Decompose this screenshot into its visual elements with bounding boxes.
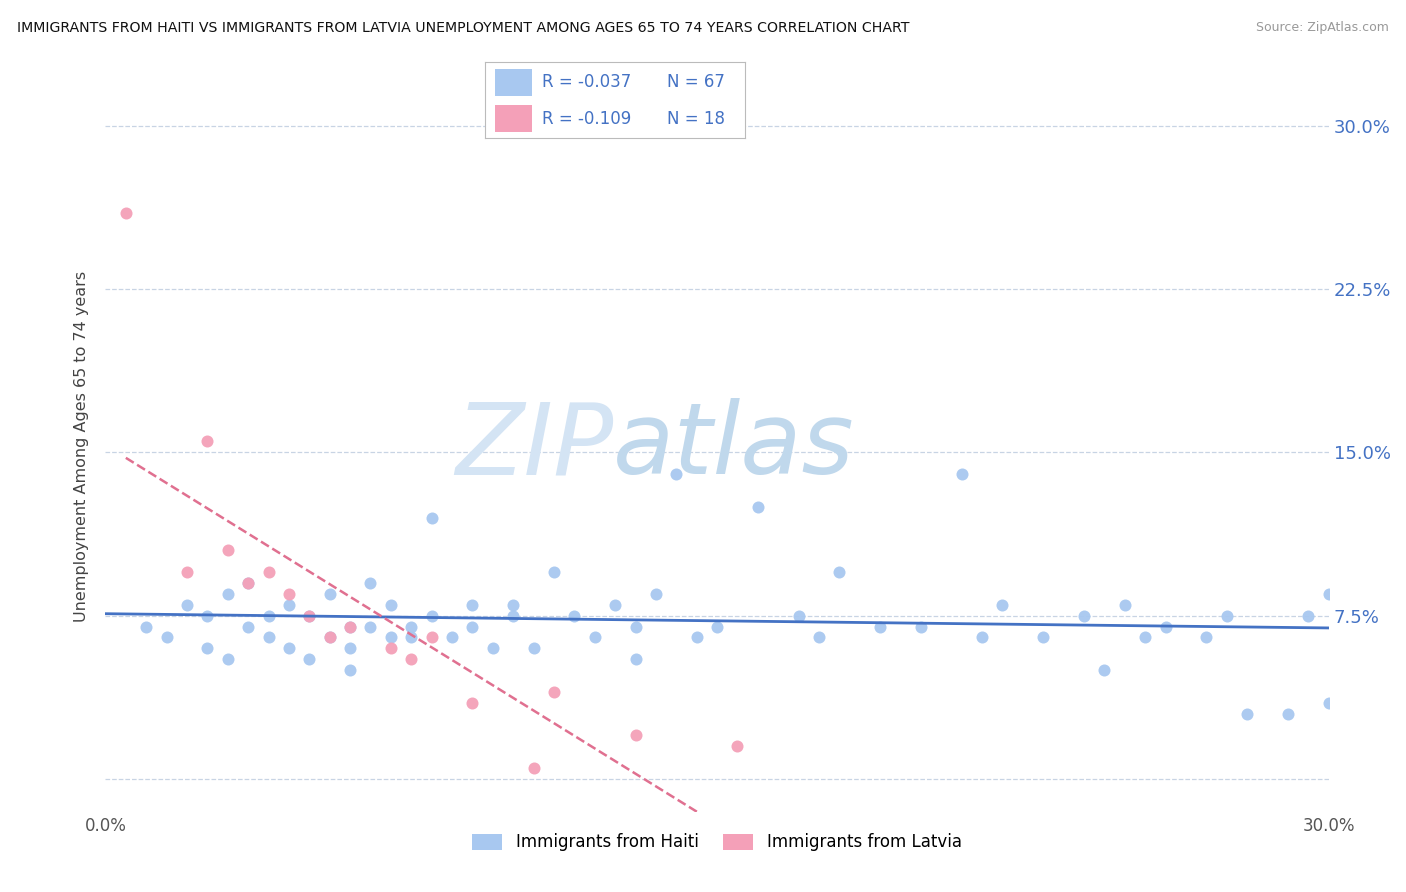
Point	[624, 652, 647, 666]
Point	[543, 565, 565, 579]
Point	[807, 631, 830, 645]
Point	[380, 598, 402, 612]
Point	[278, 641, 301, 656]
Point	[481, 641, 503, 656]
Point	[298, 652, 321, 666]
Point	[1114, 598, 1136, 612]
Point	[1032, 631, 1054, 645]
Point	[339, 641, 361, 656]
Text: IMMIGRANTS FROM HAITI VS IMMIGRANTS FROM LATVIA UNEMPLOYMENT AMONG AGES 65 TO 74: IMMIGRANTS FROM HAITI VS IMMIGRANTS FROM…	[17, 21, 910, 35]
Point	[543, 685, 565, 699]
FancyBboxPatch shape	[495, 69, 531, 95]
Point	[420, 608, 443, 623]
Text: Source: ZipAtlas.com: Source: ZipAtlas.com	[1256, 21, 1389, 34]
Point	[1073, 608, 1095, 623]
Point	[727, 739, 749, 754]
Text: R = -0.037: R = -0.037	[543, 73, 631, 91]
Text: R = -0.109: R = -0.109	[543, 110, 631, 128]
Point	[461, 619, 484, 633]
Point	[991, 598, 1014, 612]
Point	[440, 631, 463, 645]
Point	[1154, 619, 1177, 633]
Point	[970, 631, 993, 645]
Point	[380, 641, 402, 656]
Point	[236, 619, 259, 633]
Point	[236, 576, 259, 591]
Point	[155, 631, 177, 645]
Point	[318, 631, 342, 645]
Point	[135, 619, 157, 633]
Point	[359, 576, 381, 591]
Point	[399, 619, 422, 633]
Point	[420, 631, 443, 645]
Text: ZIP: ZIP	[454, 399, 613, 495]
Point	[624, 619, 647, 633]
Point	[399, 631, 422, 645]
Point	[176, 598, 198, 612]
Y-axis label: Unemployment Among Ages 65 to 74 years: Unemployment Among Ages 65 to 74 years	[73, 271, 89, 623]
Point	[257, 608, 280, 623]
Point	[562, 608, 586, 623]
Point	[236, 576, 259, 591]
Point	[399, 652, 422, 666]
Point	[339, 663, 361, 677]
Point	[1092, 663, 1115, 677]
Point	[195, 641, 219, 656]
Point	[195, 434, 219, 449]
Point	[339, 619, 361, 633]
Point	[217, 587, 239, 601]
Point	[217, 652, 239, 666]
Text: atlas: atlas	[613, 399, 855, 495]
Point	[217, 543, 239, 558]
Point	[583, 631, 606, 645]
Point	[910, 619, 932, 633]
Point	[950, 467, 973, 482]
Point	[461, 598, 484, 612]
Point	[603, 598, 626, 612]
Point	[278, 598, 301, 612]
Point	[176, 565, 198, 579]
Point	[523, 761, 546, 775]
Point	[1296, 608, 1319, 623]
Point	[298, 608, 321, 623]
Point	[1133, 631, 1156, 645]
Point	[380, 631, 402, 645]
Point	[195, 608, 219, 623]
Point	[665, 467, 688, 482]
Legend: Immigrants from Haiti, Immigrants from Latvia: Immigrants from Haiti, Immigrants from L…	[465, 827, 969, 858]
Point	[298, 608, 321, 623]
Point	[686, 631, 709, 645]
Point	[1277, 706, 1299, 721]
Point	[257, 631, 280, 645]
Point	[339, 619, 361, 633]
Point	[278, 587, 301, 601]
Point	[523, 641, 546, 656]
Point	[115, 206, 138, 220]
Point	[747, 500, 769, 514]
Point	[318, 587, 342, 601]
Point	[624, 729, 647, 743]
Point	[461, 696, 484, 710]
Point	[1317, 696, 1340, 710]
Point	[787, 608, 810, 623]
Point	[706, 619, 728, 633]
Point	[1195, 631, 1218, 645]
Text: N = 67: N = 67	[668, 73, 725, 91]
Point	[1317, 587, 1340, 601]
Text: N = 18: N = 18	[668, 110, 725, 128]
Point	[257, 565, 280, 579]
FancyBboxPatch shape	[495, 105, 531, 132]
Point	[1236, 706, 1258, 721]
Point	[1215, 608, 1237, 623]
Point	[869, 619, 891, 633]
Point	[359, 619, 381, 633]
Point	[828, 565, 851, 579]
Point	[644, 587, 668, 601]
Point	[502, 608, 524, 623]
Point	[318, 631, 342, 645]
Point	[502, 598, 524, 612]
Point	[420, 510, 443, 524]
